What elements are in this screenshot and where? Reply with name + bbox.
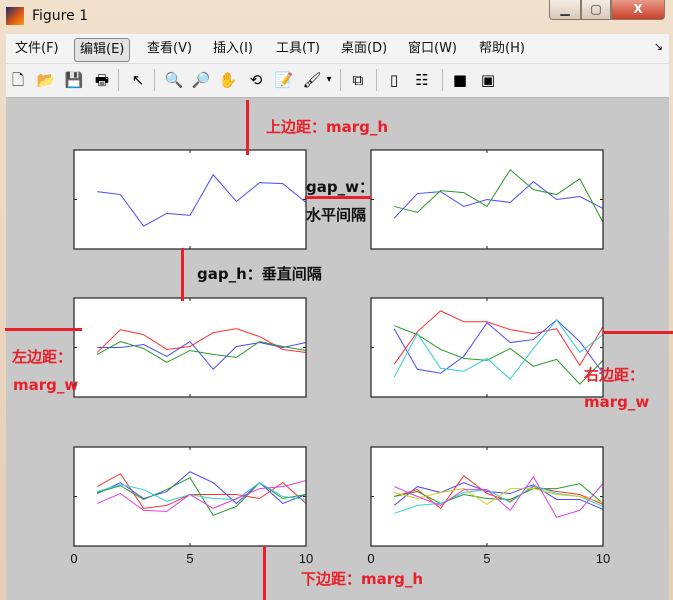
gap-w-label: gap_w： — [306, 178, 374, 196]
series-line-green — [96, 341, 307, 363]
maximize-button[interactable]: ▢ — [581, 0, 611, 20]
gap-w-marker — [305, 196, 371, 199]
toolbar-separator — [118, 69, 119, 91]
hide-plot-tools-icon[interactable]: ■ — [452, 71, 468, 89]
title-bar: Figure 1 ▁ ▢ X — [0, 0, 673, 32]
series-line-blue — [97, 340, 307, 371]
dock-arrow-icon[interactable]: ↘ — [653, 40, 663, 53]
series-line-yellow — [394, 488, 604, 506]
menu-item-5[interactable]: 桌面(D) — [341, 41, 388, 56]
axes-background — [74, 150, 306, 249]
series-line-blue — [97, 173, 307, 227]
menu-item-4[interactable]: 工具(T) — [276, 41, 321, 56]
series-line-red — [393, 310, 604, 367]
bottom-margin-label: 下边距：marg_h — [301, 570, 424, 588]
window-title: Figure 1 — [32, 8, 89, 24]
brush-icon[interactable]: 🖌 — [302, 71, 322, 89]
toolbar-separator — [340, 69, 341, 91]
toolbar-separator — [154, 69, 155, 91]
zoom-in-icon[interactable]: 🔍 — [164, 71, 184, 89]
matlab-logo-icon — [6, 7, 24, 25]
menu-item-1[interactable]: 编辑(E) — [74, 38, 131, 62]
pan-hand-icon[interactable]: ✋ — [218, 71, 238, 89]
series-line-cyan — [97, 482, 307, 502]
series-line-blue — [393, 181, 604, 219]
series-line-red — [96, 328, 307, 353]
menu-item-0[interactable]: 文件(F) — [15, 41, 59, 56]
legend-icon[interactable]: ☷ — [415, 71, 429, 89]
series-line-green — [394, 483, 604, 504]
axes-background — [74, 447, 306, 546]
gap-h-marker — [181, 248, 184, 301]
series-line-blue — [96, 471, 307, 505]
colorbar-icon[interactable]: ▯ — [389, 71, 399, 89]
right-margin-value: marg_w — [584, 393, 650, 411]
toolbar-separator — [442, 69, 443, 91]
gap-w-desc: 水平间隔 — [306, 206, 367, 224]
menu-item-3[interactable]: 插入(I) — [213, 41, 253, 56]
show-plot-tools-icon[interactable]: ▣ — [480, 71, 496, 89]
left-margin-label: 左边距： — [12, 348, 73, 366]
link-plot-icon[interactable]: ⧉ — [352, 71, 364, 89]
x-tick-label: 5 — [483, 551, 490, 566]
series-line-green — [394, 325, 604, 385]
series-line-blue — [393, 482, 604, 510]
x-tick-label: 10 — [299, 551, 313, 566]
data-cursor-icon[interactable]: 📝 — [274, 71, 294, 89]
print-icon[interactable]: 🖶 — [94, 71, 110, 89]
menu-item-7[interactable]: 帮助(H) — [479, 41, 525, 56]
menu-item-6[interactable]: 窗口(W) — [408, 41, 457, 56]
x-tick-label: 10 — [596, 551, 610, 566]
left-margin-value: marg_w — [13, 376, 79, 394]
save-icon[interactable]: 💾 — [64, 71, 84, 89]
menu-item-2[interactable]: 查看(V) — [147, 41, 193, 56]
brush-dropdown-icon[interactable]: ▾ — [326, 74, 332, 85]
open-file-icon[interactable]: 📂 — [36, 71, 56, 89]
edit-plot-arrow-icon[interactable]: ↖ — [131, 71, 145, 89]
gap-h-label: gap_h：垂直间隔 — [197, 265, 322, 283]
x-tick-label: 0 — [367, 551, 374, 566]
right-margin-marker — [603, 331, 673, 334]
menu-bar: ↘ 文件(F) 编辑(E) 查看(V) 插入(I) 工具(T) 桌面(D) 窗口(W) 帮助(… — [6, 34, 669, 64]
top-margin-marker — [246, 100, 249, 155]
top-margin-label: 上边距：marg_h — [266, 118, 389, 136]
new-figure-icon[interactable]: 🗋 — [11, 71, 25, 89]
minimize-button[interactable]: ▁ — [549, 0, 581, 20]
toolbar-separator — [376, 69, 377, 91]
series-line-green — [394, 169, 604, 223]
rotate-3d-icon[interactable]: ⟲ — [249, 71, 263, 89]
series-line-cyan — [393, 318, 604, 380]
right-margin-label: 右边距： — [584, 366, 645, 384]
figure-toolbar: 🗋 📂 💾 🖶 ↖ 🔍 🔎 ✋ ⟲ 📝 🖌 ▾ ⧉ ▯ ☷ ■ ▣ — [6, 64, 669, 98]
zoom-out-icon[interactable]: 🔎 — [191, 71, 211, 89]
series-line-blue — [393, 319, 604, 374]
x-tick-label: 5 — [186, 551, 193, 566]
series-line-magenta — [97, 480, 307, 512]
series-line-red — [394, 474, 604, 510]
series-line-magenta — [394, 475, 604, 518]
close-button[interactable]: X — [611, 0, 665, 20]
left-margin-marker — [5, 328, 82, 331]
bottom-margin-marker — [263, 546, 266, 600]
x-tick-label: 0 — [70, 551, 77, 566]
